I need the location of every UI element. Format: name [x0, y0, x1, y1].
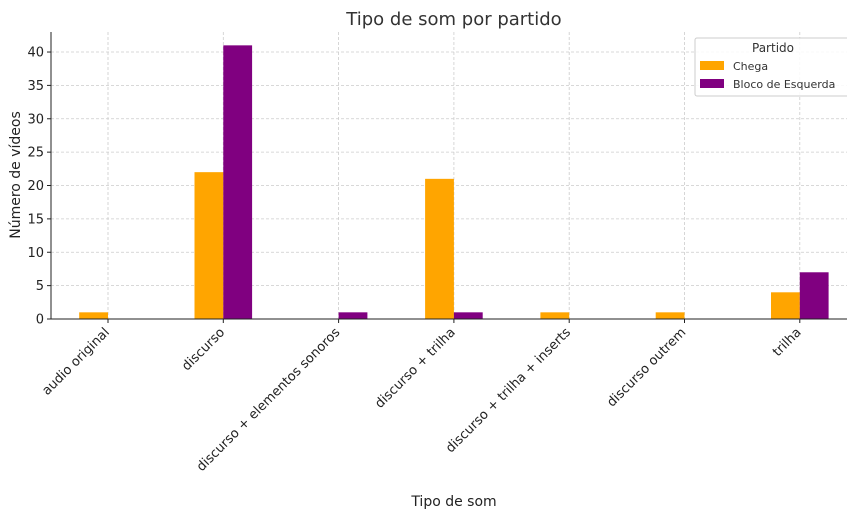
- chart-title: Tipo de som por partido: [345, 9, 561, 30]
- bar-chega: [194, 172, 224, 319]
- bar-chega: [655, 312, 685, 319]
- y-tick-label: 15: [27, 212, 44, 227]
- legend-swatch: [700, 79, 724, 88]
- bar-chega: [79, 312, 108, 319]
- x-tick-label: discurso outrem: [604, 325, 689, 410]
- legend-swatch: [700, 61, 724, 70]
- axes: [50, 32, 847, 320]
- legend: Partido Chega Bloco de Esquerda: [694, 37, 847, 97]
- y-tick-label: 35: [27, 79, 44, 94]
- legend-title: Partido: [752, 41, 794, 55]
- bar-chega: [425, 178, 454, 319]
- y-tick-label: 20: [27, 179, 44, 194]
- bar-bloco-de-esquerda: [223, 45, 253, 319]
- y-axis-label: Número de vídeos: [8, 111, 24, 239]
- y-tick-label: 30: [27, 112, 44, 127]
- legend-frame: [694, 37, 847, 97]
- bar-bloco-de-esquerda: [799, 272, 829, 319]
- y-ticks: 0 5 10 15 20 25 30 35 40: [27, 46, 51, 328]
- y-tick-label: 10: [27, 246, 44, 261]
- x-tick-label: discurso + trilha + inserts: [443, 325, 574, 456]
- y-tick-label: 5: [36, 279, 44, 294]
- y-tick-label: 25: [27, 146, 44, 161]
- bar-chega: [540, 312, 570, 319]
- bar-bloco-de-esquerda: [338, 312, 368, 319]
- legend-label: Bloco de Esquerda: [733, 78, 835, 91]
- y-tick-label: 40: [27, 46, 44, 61]
- legend-label: Chega: [733, 60, 768, 73]
- x-tick-label: trilha: [770, 325, 805, 360]
- bar-bloco-de-esquerda: [453, 312, 483, 319]
- x-tick-label: discurso: [179, 325, 228, 374]
- y-tick-label: 0: [36, 313, 44, 328]
- bar-chega: [771, 292, 800, 319]
- x-tick-label: audio original: [39, 325, 112, 398]
- x-tick-label: discurso + trilha: [372, 325, 458, 411]
- x-axis-label: Tipo de som: [410, 494, 496, 510]
- bars: [79, 45, 829, 319]
